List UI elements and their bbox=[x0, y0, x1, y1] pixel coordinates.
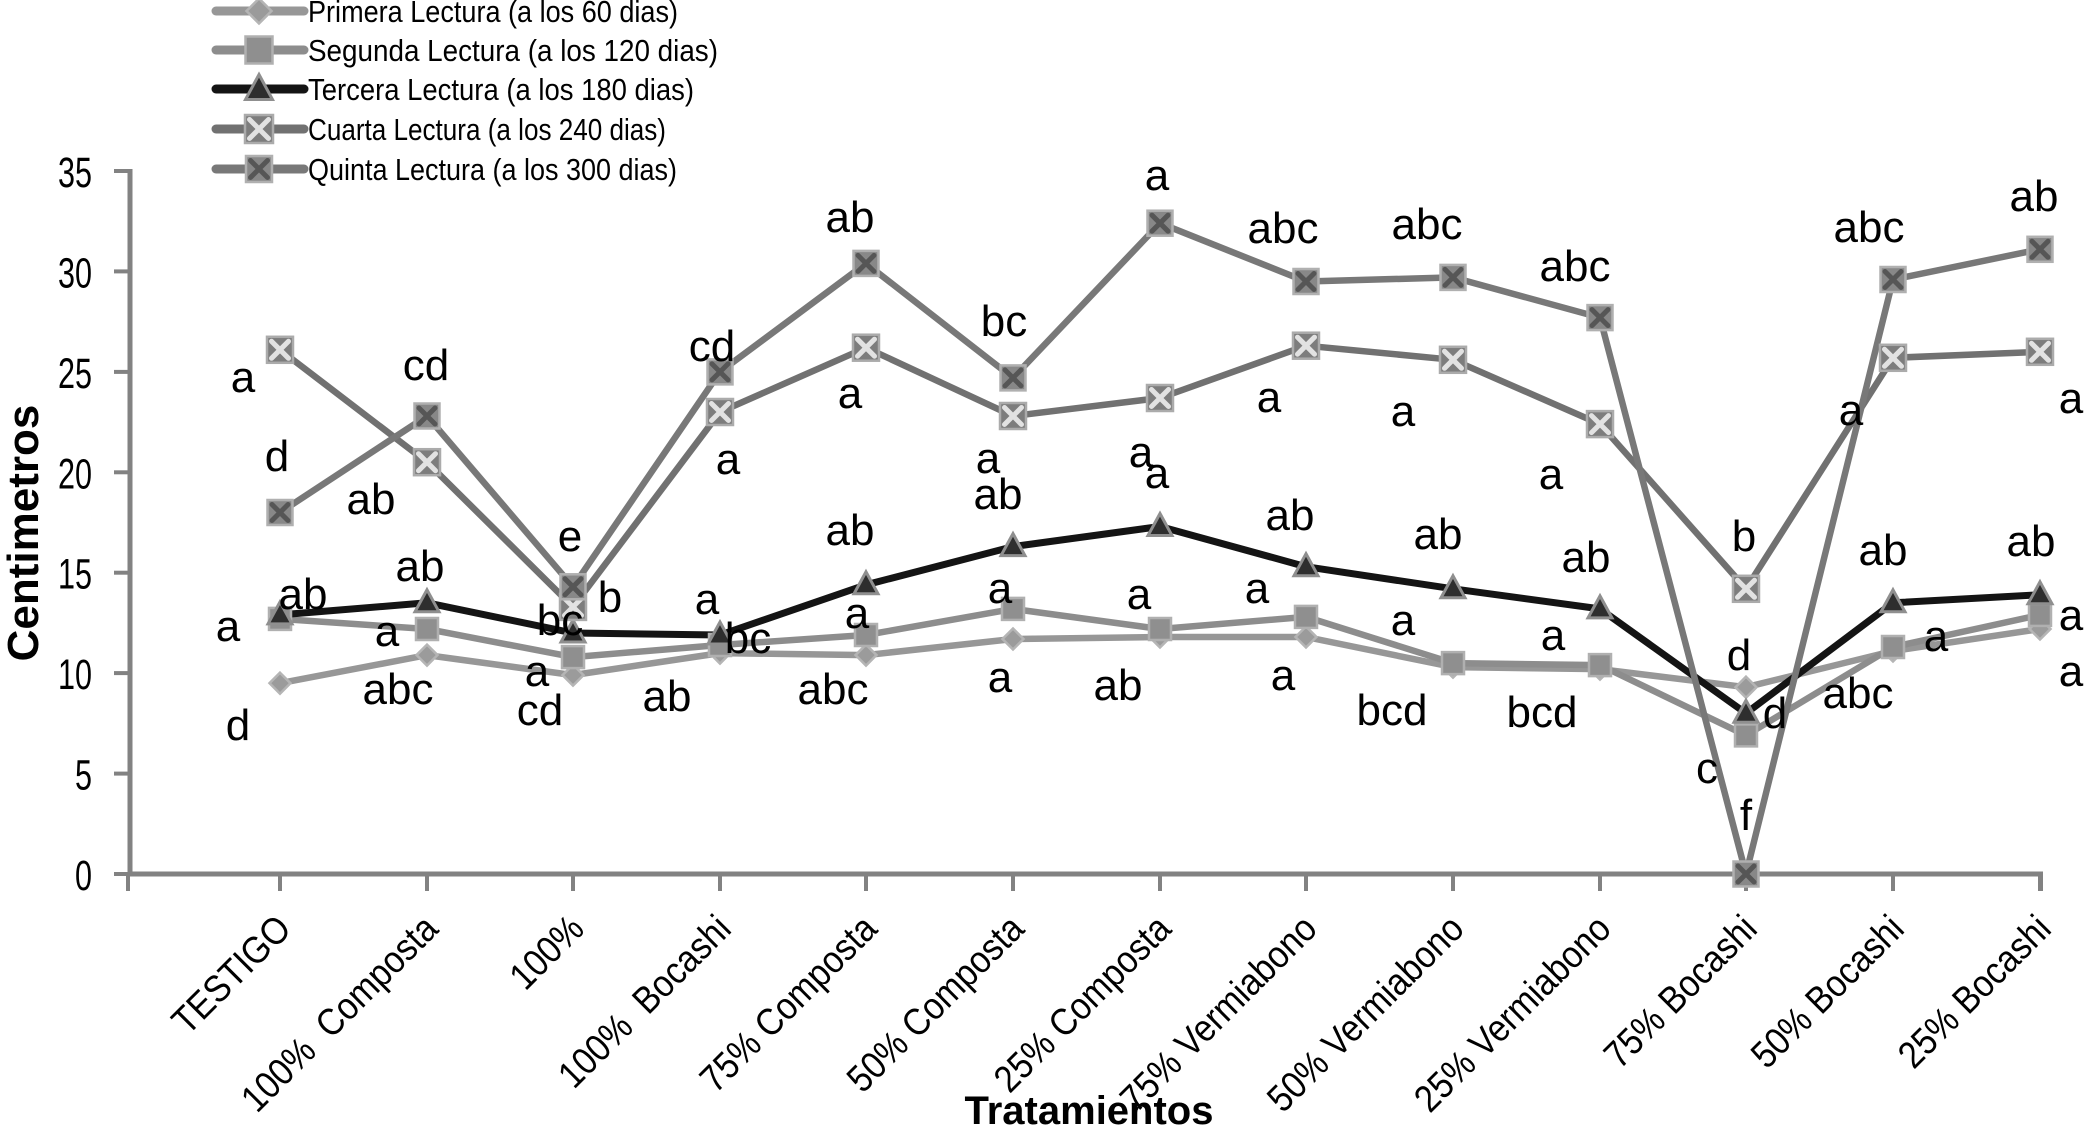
svg-text:a: a bbox=[1391, 387, 1416, 436]
svg-text:ab: ab bbox=[643, 672, 692, 721]
svg-text:a: a bbox=[716, 435, 741, 484]
svg-text:a: a bbox=[1539, 450, 1564, 499]
svg-text:c: c bbox=[1696, 744, 1718, 793]
svg-text:a: a bbox=[216, 602, 241, 651]
svg-text:a: a bbox=[845, 589, 870, 638]
svg-text:bcd: bcd bbox=[1357, 686, 1428, 735]
svg-text:a: a bbox=[1145, 449, 1170, 498]
svg-text:abc: abc bbox=[363, 665, 434, 714]
svg-text:a: a bbox=[1924, 612, 1949, 661]
svg-text:a: a bbox=[695, 575, 720, 624]
svg-text:ab: ab bbox=[1562, 533, 1611, 582]
svg-text:cd: cd bbox=[689, 322, 735, 371]
svg-text:a: a bbox=[1839, 386, 1864, 435]
svg-text:ab: ab bbox=[279, 570, 328, 619]
svg-text:Tratamientos: Tratamientos bbox=[965, 1089, 1214, 1133]
svg-text:b: b bbox=[1732, 512, 1756, 561]
svg-text:a: a bbox=[1391, 596, 1416, 645]
svg-text:ab: ab bbox=[1859, 526, 1908, 575]
svg-text:ab: ab bbox=[826, 506, 875, 555]
svg-text:abc: abc bbox=[1540, 242, 1611, 291]
svg-text:a: a bbox=[2059, 374, 2084, 423]
svg-text:abc: abc bbox=[1248, 204, 1319, 253]
svg-text:a: a bbox=[375, 607, 400, 656]
svg-text:Primera Lectura (a los 60 dias: Primera Lectura (a los 60 dias) bbox=[308, 0, 678, 29]
svg-text:d: d bbox=[265, 432, 289, 481]
svg-text:a: a bbox=[1129, 428, 1154, 477]
svg-text:ab: ab bbox=[2010, 172, 2059, 221]
svg-text:25: 25 bbox=[58, 350, 92, 398]
svg-text:a: a bbox=[976, 434, 1001, 483]
svg-text:a: a bbox=[1127, 570, 1152, 619]
svg-text:a: a bbox=[1541, 611, 1566, 660]
svg-text:30: 30 bbox=[58, 249, 92, 297]
svg-text:bc: bc bbox=[537, 596, 583, 645]
svg-text:ab: ab bbox=[1414, 510, 1463, 559]
svg-text:ab: ab bbox=[826, 193, 875, 242]
svg-text:Segunda Lectura (a los 120 dia: Segunda Lectura (a los 120 dias) bbox=[308, 33, 718, 68]
svg-text:a: a bbox=[1257, 373, 1282, 422]
svg-text:35: 35 bbox=[58, 149, 92, 197]
svg-text:a: a bbox=[1245, 564, 1270, 613]
svg-text:a: a bbox=[1271, 651, 1296, 700]
svg-text:15: 15 bbox=[58, 551, 92, 599]
svg-text:bc: bc bbox=[725, 614, 771, 663]
svg-text:b: b bbox=[598, 573, 622, 622]
svg-text:Tercera Lectura (a los 180 dia: Tercera Lectura (a los 180 dias) bbox=[308, 72, 694, 107]
svg-text:20: 20 bbox=[58, 450, 92, 498]
svg-text:Centimetros: Centimetros bbox=[0, 405, 48, 662]
svg-text:cd: cd bbox=[517, 686, 563, 735]
svg-text:bc: bc bbox=[981, 297, 1027, 346]
svg-text:Cuarta Lectura (a los 240 dias: Cuarta Lectura (a los 240 dias) bbox=[308, 112, 666, 147]
svg-text:f: f bbox=[1740, 791, 1753, 840]
svg-text:a: a bbox=[525, 647, 550, 696]
svg-text:a: a bbox=[231, 353, 256, 402]
svg-text:a: a bbox=[2059, 591, 2084, 640]
svg-text:cd: cd bbox=[403, 341, 449, 390]
svg-text:abc: abc bbox=[1823, 669, 1894, 718]
svg-text:ab: ab bbox=[2007, 517, 2056, 566]
svg-text:a: a bbox=[838, 369, 863, 418]
svg-text:ab: ab bbox=[974, 470, 1023, 519]
svg-text:abc: abc bbox=[1392, 200, 1463, 249]
svg-text:d: d bbox=[1727, 631, 1751, 680]
svg-text:bcd: bcd bbox=[1507, 688, 1578, 737]
svg-text:abc: abc bbox=[1834, 203, 1905, 252]
svg-text:ab: ab bbox=[347, 475, 396, 524]
svg-text:e: e bbox=[558, 512, 582, 561]
svg-text:ab: ab bbox=[1266, 491, 1315, 540]
svg-text:10: 10 bbox=[58, 651, 92, 699]
svg-text:d: d bbox=[1763, 689, 1787, 738]
svg-text:a: a bbox=[988, 653, 1013, 702]
svg-text:abc: abc bbox=[798, 665, 869, 714]
svg-text:ab: ab bbox=[396, 542, 445, 591]
svg-text:a: a bbox=[988, 564, 1013, 613]
svg-text:0: 0 bbox=[75, 852, 92, 900]
svg-text:d: d bbox=[226, 701, 250, 750]
svg-text:a: a bbox=[1145, 151, 1170, 200]
svg-text:ab: ab bbox=[1094, 661, 1143, 710]
svg-text:5: 5 bbox=[75, 752, 92, 800]
svg-text:a: a bbox=[2059, 647, 2084, 696]
svg-text:Quinta Lectura (a los 300 dias: Quinta Lectura (a los 300 dias) bbox=[308, 152, 677, 187]
